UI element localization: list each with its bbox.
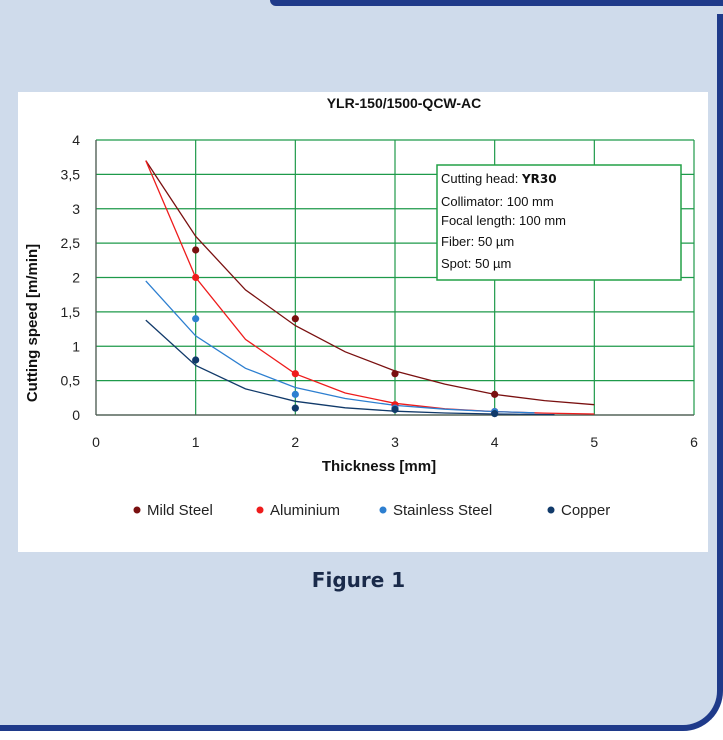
legend-label-aluminium: Aluminium [270, 502, 340, 519]
y-tick-label-3: 1,5 [61, 304, 81, 320]
x-tick-label-1: 1 [192, 434, 200, 450]
panel-top-tab [270, 0, 723, 6]
info-cutting-head-value: YR30 [521, 172, 557, 186]
point-copper-0 [192, 356, 200, 364]
point-aluminium-0 [192, 273, 200, 282]
info-box-border [436, 164, 682, 281]
trendline-copper [145, 319, 555, 416]
info-cutting-head-label: Cutting head: [441, 171, 522, 186]
point-mild-steel-0 [192, 246, 200, 254]
y-tick-label-0: 0 [72, 407, 80, 423]
x-tick-label-6: 6 [690, 434, 698, 450]
y-tick-label-4: 2 [72, 270, 80, 286]
info-line-collimator: Collimator: 100 mm [441, 194, 554, 209]
info-line-focal-length: Focal length: 100 mm [441, 213, 566, 228]
trendline-mild-steel [145, 160, 595, 406]
legend-label-stainless-steel: Stainless Steel [393, 502, 492, 519]
point-copper-2 [391, 405, 399, 414]
chart-points [192, 246, 499, 418]
chart-legend: Mild Steel Aluminium Stainless Steel Cop… [133, 502, 610, 519]
legend-label-copper: Copper [561, 502, 610, 519]
x-tick-label-0: 0 [92, 434, 100, 450]
point-stainless-steel-1 [291, 390, 299, 398]
info-line-spot: Spot: 50 µm [441, 256, 511, 271]
y-tick-label-5: 2,5 [61, 235, 81, 251]
info-line-fiber: Fiber: 50 µm [441, 234, 514, 249]
chart-trendlines [145, 160, 595, 416]
x-tick-label-4: 4 [491, 434, 499, 450]
chart-ticks: 0 0,5 1 1,5 2 2,5 3 3,5 4 0 1 2 3 4 5 6 [61, 132, 699, 450]
chart-svg: YLR-150/1500-QCW-AC 0 0,5 1 1,5 2 2,5 3 3,5 4 0 1 2… [24, 95, 699, 519]
legend-marker-aluminium [256, 506, 264, 514]
point-mild-steel-2 [391, 370, 399, 378]
point-mild-steel-3 [491, 390, 499, 398]
y-tick-label-7: 3,5 [61, 166, 81, 182]
legend-marker-mild-steel [133, 506, 141, 514]
chart-title: YLR-150/1500-QCW-AC [327, 95, 482, 111]
x-tick-label-3: 3 [391, 434, 399, 450]
point-copper-3 [491, 410, 499, 418]
y-axis-label: Cutting speed [m/min] [24, 244, 41, 402]
trendline-stainless-steel [145, 280, 535, 414]
x-tick-label-5: 5 [590, 434, 598, 450]
y-tick-label-2: 1 [72, 338, 80, 354]
legend-marker-copper [547, 506, 555, 514]
x-tick-label-2: 2 [291, 434, 299, 450]
info-box: Cutting head: YR30 Collimator: 100 mm Fo… [436, 164, 682, 281]
point-mild-steel-1 [291, 315, 299, 323]
y-tick-label-1: 0,5 [61, 373, 81, 389]
y-tick-label-8: 4 [72, 132, 80, 148]
point-copper-1 [291, 404, 299, 412]
info-line-cutting-head: Cutting head: YR30 [441, 171, 557, 186]
y-tick-label-6: 3 [72, 201, 80, 217]
chart-card: YLR-150/1500-QCW-AC 0 0,5 1 1,5 2 2,5 3 3,5 4 0 1 2… [18, 92, 708, 552]
figure-caption: Figure 1 [311, 568, 406, 592]
legend-marker-stainless-steel [379, 506, 387, 514]
point-aluminium-1 [291, 370, 299, 378]
x-axis-label: Thickness [mm] [322, 458, 436, 475]
point-stainless-steel-0 [192, 315, 200, 323]
legend-label-mild-steel: Mild Steel [147, 502, 213, 519]
